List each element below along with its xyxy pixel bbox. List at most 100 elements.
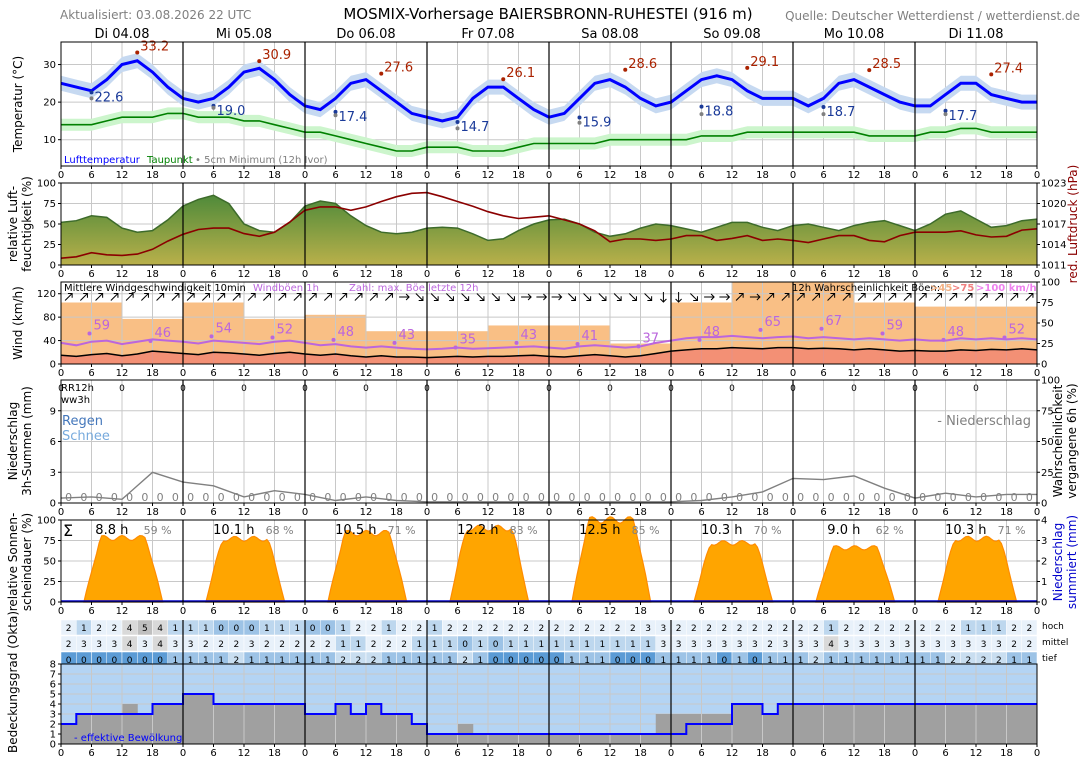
page-title: MOSMIX-Vorhersage BAIERSBRONN-RUHESTEI (…	[343, 5, 752, 23]
cloud-cell-value: 1	[569, 640, 575, 650]
cloud-cover-bar	[442, 734, 458, 744]
cloud-cell-value: 0	[630, 656, 636, 666]
y-tick-label: 0	[50, 360, 56, 371]
x-tick-label: 18	[634, 748, 647, 759]
x-tick-label: 12	[726, 269, 739, 280]
arrow-shaft	[949, 293, 957, 301]
x-tick-label: 0	[546, 170, 552, 181]
arrow-shaft	[461, 293, 469, 301]
tmin-marker	[821, 105, 826, 110]
max-gust-marker	[331, 337, 336, 342]
cloud-cover-bar	[274, 704, 291, 744]
precip-3h-value: 0	[446, 491, 453, 504]
x-tick-label: 12	[604, 606, 617, 617]
y-tick-label-right: 3	[1041, 536, 1047, 547]
x-tick-label: 0	[424, 368, 430, 379]
sun-hours-label: 10.1 h	[213, 523, 254, 538]
arrow-shaft	[827, 293, 835, 301]
cloud-cell-value: 2	[737, 624, 743, 634]
day-header: Do 06.08	[336, 27, 395, 42]
cloud-cell-value: 1	[340, 640, 346, 650]
cloud-cell-value: 1	[691, 656, 697, 666]
cloud-cover-bar	[167, 704, 184, 744]
x-tick-label: 0	[1034, 170, 1040, 181]
max-gust-marker	[697, 337, 702, 342]
tmin-label: 17.7	[949, 109, 978, 124]
arrow-shaft	[1010, 293, 1018, 301]
y-tick-label: 10	[43, 135, 56, 146]
x-tick-label: 18	[390, 170, 403, 181]
arrow-head	[921, 292, 927, 298]
arrow-head	[296, 292, 302, 298]
precip-3h-value: 0	[385, 491, 392, 504]
x-tick-label: 6	[820, 748, 826, 759]
max-gust-marker	[1002, 335, 1007, 340]
arrow-shaft	[293, 293, 302, 301]
precip-3h-value: 0	[889, 491, 896, 504]
cloud-cell-value: 0	[493, 656, 499, 666]
x-tick-label: 0	[668, 368, 674, 379]
x-tick-label: 0	[180, 507, 186, 518]
x-tick-label: 0	[1034, 606, 1040, 617]
arrow-head	[982, 292, 988, 298]
cloud-cover-bar	[244, 704, 260, 744]
wind-direction-arrow	[293, 292, 302, 301]
sun-hours-label: 12.5 h	[579, 523, 620, 538]
x-tick-label: 6	[942, 748, 948, 759]
arrow-shaft	[629, 293, 637, 301]
x-tick-label: 6	[454, 606, 460, 617]
arrow-shaft	[324, 293, 332, 301]
tmin-label: 18.8	[705, 105, 734, 120]
precipitation-panel: 0 0 0 0 0 0 0 0 00 0 0 0 0 0 0 0 0 0 0 0 0 0 0 0 0 0 0 0 0 0 0 0 0 0 0 0 0 0 0…	[50, 376, 1060, 519]
precip-3h-value: 0	[141, 491, 148, 504]
x-tick-label: 0	[424, 170, 430, 181]
cloud-cell-value: 1	[188, 624, 194, 634]
cloud-cell-value: 1	[340, 624, 346, 634]
x-tick-label: 6	[820, 507, 826, 518]
cloud-cell-value: 0	[554, 656, 560, 666]
day-header: Sa 08.08	[581, 27, 639, 42]
x-tick-label: 12	[116, 606, 129, 617]
cloud-cover-bar	[976, 704, 992, 744]
x-tick-label: 6	[454, 748, 460, 759]
tmin-label: 22.6	[95, 90, 124, 105]
wind-direction-arrow	[339, 292, 348, 301]
x-tick-label: 18	[268, 606, 281, 617]
x-tick-label: 6	[210, 606, 216, 617]
arrow-head	[675, 298, 682, 303]
wind-direction-arrow	[1025, 292, 1034, 301]
cloud-cell-value: 3	[691, 640, 697, 650]
legend-prob-75: >75	[952, 283, 974, 294]
wind-direction-arrow	[369, 292, 378, 301]
sunshine-area	[815, 545, 896, 603]
sunshine-area	[327, 529, 408, 603]
cloud-cover-bar	[991, 704, 1007, 744]
sun-hours-label: 10.3 h	[701, 523, 742, 538]
cloud-cover-bar	[366, 704, 382, 744]
cloud-cell-value: 1	[737, 656, 743, 666]
x-tick-label: 0	[790, 606, 796, 617]
x-tick-label: 12	[116, 507, 129, 518]
precip-3h-value: 0	[660, 491, 667, 504]
x-tick-label: 0	[668, 748, 674, 759]
tmin-marker	[943, 108, 948, 113]
x-tick-label: 0	[668, 269, 674, 280]
cloud-cover-bar	[396, 714, 413, 744]
x-tick-label: 12	[970, 170, 983, 181]
cloud-cover-bar	[472, 734, 489, 744]
cloud-cover-bar	[61, 724, 77, 744]
max-gust-label: 37	[643, 331, 660, 346]
arrow-shaft	[308, 293, 317, 301]
precip-3h-value: 0	[202, 491, 209, 504]
wind-direction-arrow	[918, 292, 927, 301]
x-tick-label: 6	[576, 748, 582, 759]
arrow-head	[616, 296, 622, 302]
x-tick-label: 12	[726, 606, 739, 617]
cloud-cover-bar	[655, 714, 672, 744]
max-gust-marker	[148, 339, 153, 344]
arrow-head	[769, 292, 775, 298]
precip-3h-value: 0	[629, 491, 636, 504]
arrow-head	[418, 296, 424, 302]
x-tick-label: 0	[546, 507, 552, 518]
cloud-cell-value: 1	[447, 656, 453, 666]
